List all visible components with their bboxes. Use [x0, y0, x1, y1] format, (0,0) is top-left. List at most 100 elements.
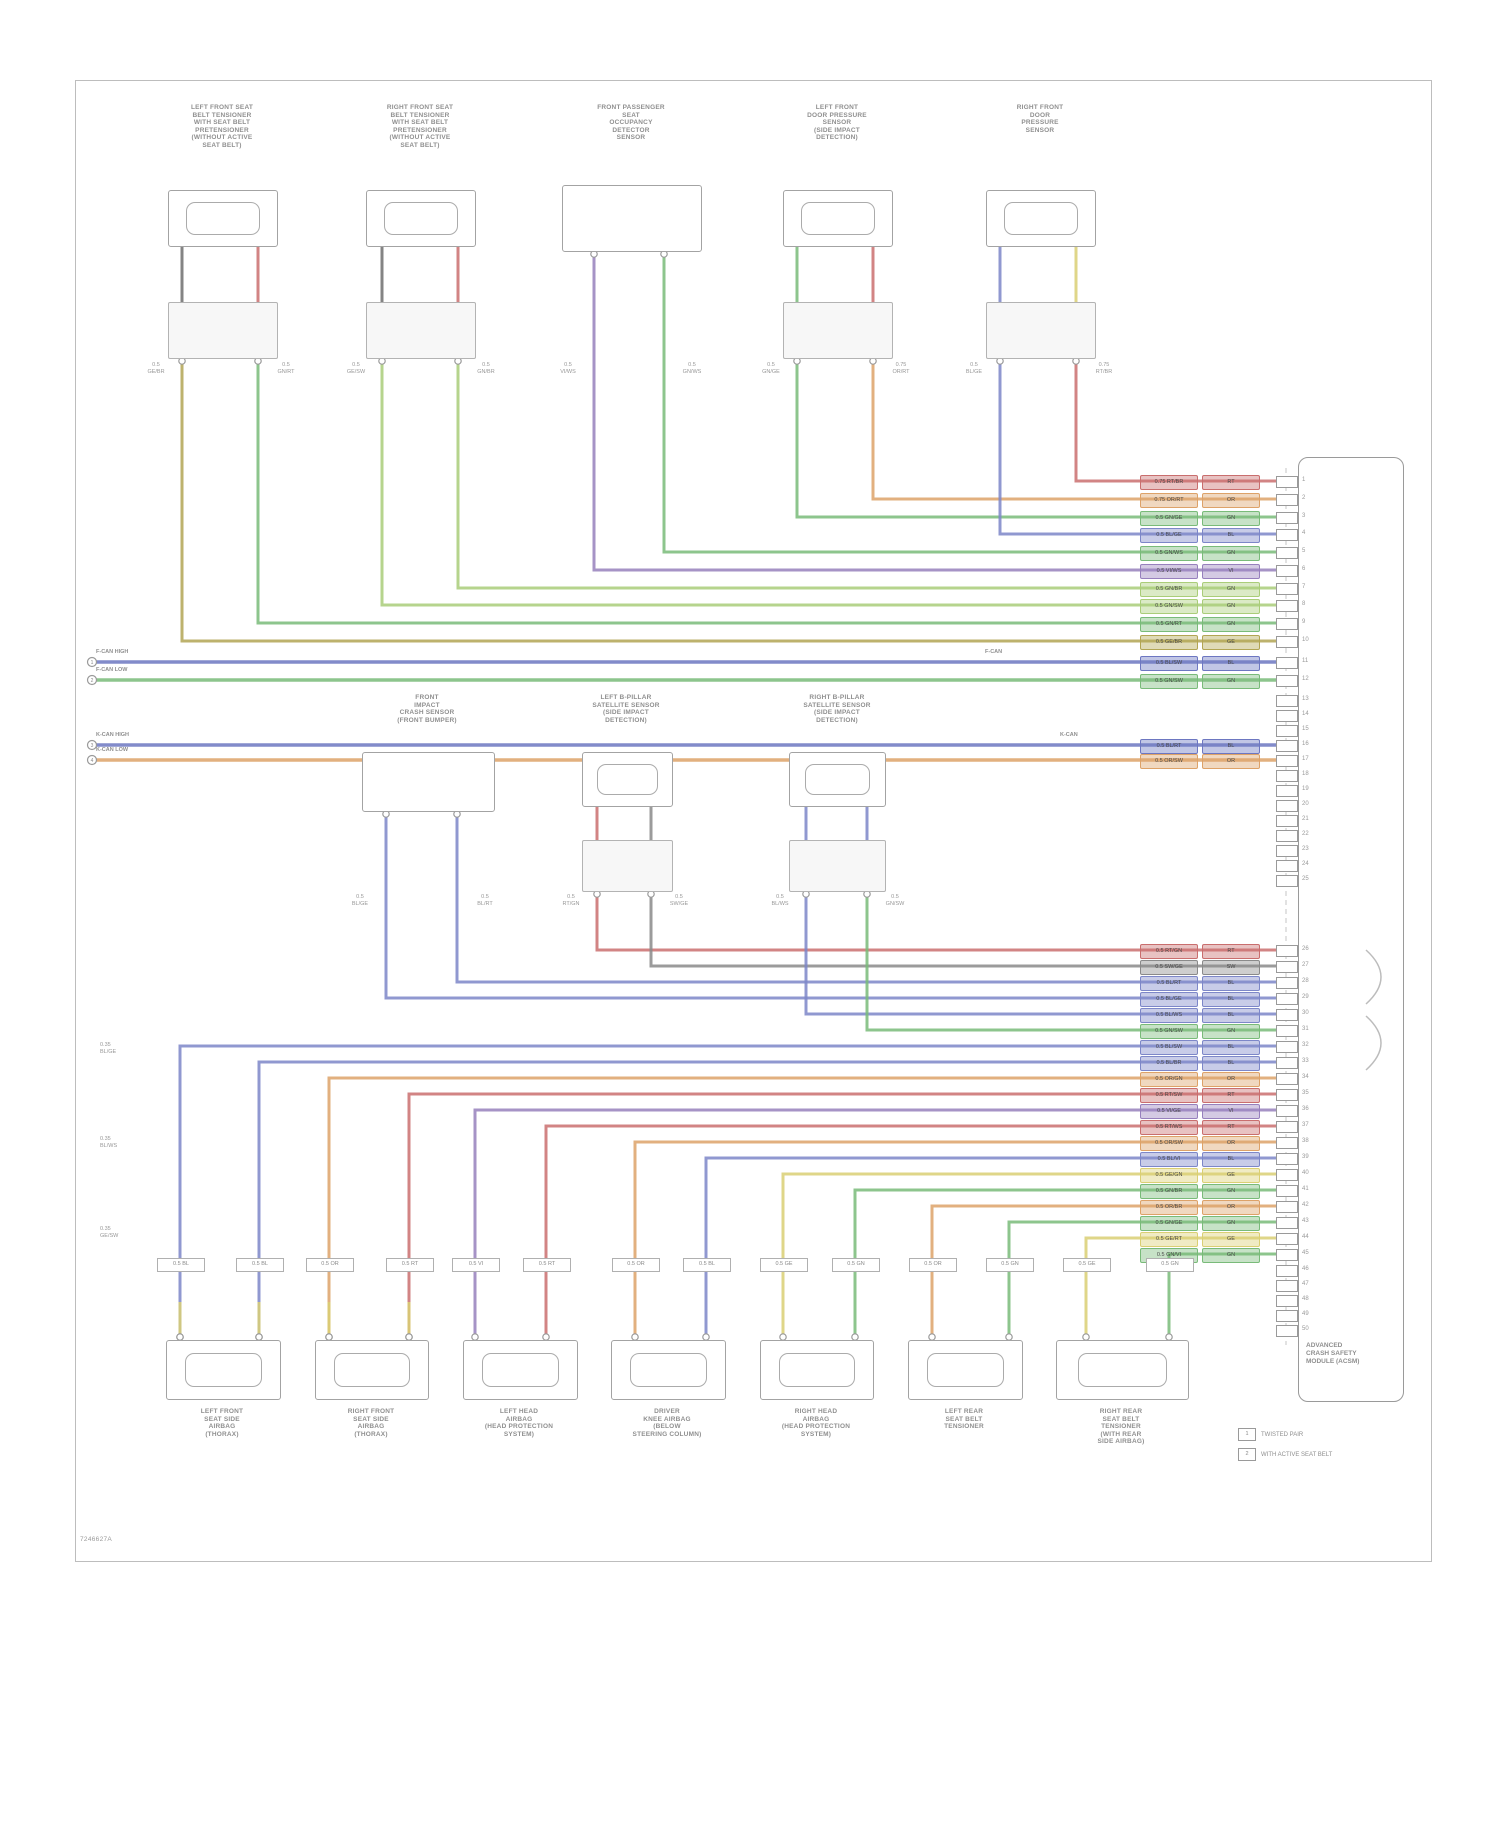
component-title: RIGHT HEAD AIRBAG (HEAD PROTECTION SYSTE…	[781, 1408, 851, 1438]
pin-number: 7	[1302, 584, 1306, 590]
wire-code-box: 0.5 GN/SW	[1140, 673, 1198, 689]
pin-number: 18	[1302, 771, 1309, 777]
component-box	[362, 752, 495, 812]
wire-code-box: OR	[1202, 753, 1260, 769]
wire-code-box: VI	[1202, 1103, 1260, 1119]
wire-code-box: GN	[1202, 1215, 1260, 1231]
wire-code-box: 0.75 OR/RT	[1140, 492, 1198, 508]
riser-wire-label: 0.5 GE	[760, 1258, 808, 1272]
component-title: DRIVER KNEE AIRBAG (BELOW STEERING COLUM…	[632, 1408, 702, 1438]
module-pin	[1276, 583, 1298, 595]
wire-code-box: 0.5 GN/RT	[1140, 616, 1198, 632]
wire-code-box: GN	[1202, 510, 1260, 526]
riser-wire-label: 0.5 BL	[683, 1258, 731, 1272]
wire-code-box: SW	[1202, 959, 1260, 975]
component-title: RIGHT FRONT DOOR PRESSURE SENSOR	[1016, 104, 1064, 134]
component-title: LEFT B-PILLAR SATELLITE SENSOR (SIDE IMP…	[592, 694, 660, 724]
wire	[649, 890, 1276, 968]
legend-symbol: 1	[1238, 1428, 1256, 1441]
diagram-frame	[75, 80, 1432, 1562]
pin-number: 44	[1302, 1234, 1309, 1240]
pin-number: 13	[1302, 696, 1309, 702]
wire-code-box: GN	[1202, 545, 1260, 561]
wire	[704, 1156, 1276, 1340]
wire-code-box: BL	[1202, 1039, 1260, 1055]
pin-number: 34	[1302, 1074, 1309, 1080]
pin-number: 38	[1302, 1138, 1309, 1144]
legend-label: WITH ACTIVE SEAT BELT	[1261, 1451, 1333, 1458]
wire-label: 0.5 BL/RT	[477, 894, 493, 907]
module-pin	[1276, 977, 1298, 989]
component-title: LEFT REAR SEAT BELT TENSIONER	[944, 1408, 984, 1430]
wire-label: 0.5 VI/WS	[560, 362, 576, 375]
component-box	[582, 752, 673, 807]
wire-label: 0.5 BL/GE	[351, 894, 369, 907]
wire-code-box: 0.5 GE/GN	[1140, 1167, 1198, 1183]
squib-symbol	[333, 1352, 411, 1388]
pin-number: 8	[1302, 601, 1306, 607]
component-box	[166, 1340, 281, 1400]
wire-code-box: 0.5 BL/RT	[1140, 738, 1198, 754]
wire-code-box: 0.5 BL/WS	[1140, 1007, 1198, 1023]
wire	[1074, 357, 1276, 483]
wire-code-box: 0.5 BL/SW	[1140, 655, 1198, 671]
riser-wire-label: 0.5 OR	[612, 1258, 660, 1272]
wire-code-box: 0.5 BL/GE	[1140, 991, 1198, 1007]
module-pin	[1276, 755, 1298, 767]
component-title: RIGHT B-PILLAR SATELLITE SENSOR (SIDE IM…	[803, 694, 871, 724]
module-pin	[1276, 636, 1298, 648]
module-pin	[1276, 740, 1298, 752]
component-title: RIGHT FRONT SEAT BELT TENSIONER WITH SEA…	[386, 104, 454, 149]
wire-code-box: RT	[1202, 943, 1260, 959]
pin-number: 39	[1302, 1154, 1309, 1160]
pin-number: 1	[1302, 477, 1306, 483]
offpage-connector-number: 2	[91, 678, 94, 684]
wire-code-box: 0.5 VI/GE	[1140, 1103, 1198, 1119]
module-pin	[1276, 494, 1298, 506]
wire-label: 0.5 BL/WS	[771, 894, 789, 907]
pin-number: 33	[1302, 1058, 1309, 1064]
wire-code-box: 0.5 BL/GE	[1140, 527, 1198, 543]
component-title: FRONT IMPACT CRASH SENSOR (FRONT BUMPER)	[397, 694, 457, 724]
margin-wire-label: 0.35 BL/WS	[100, 1136, 118, 1149]
module-pin	[1276, 1073, 1298, 1085]
module-pin	[1276, 785, 1298, 797]
pin-number: 21	[1302, 816, 1309, 822]
module-pin	[1276, 657, 1298, 669]
bus-label: K-CAN HIGH	[96, 732, 129, 738]
module-pin	[1276, 945, 1298, 957]
wire-code-box: 0.5 GN/GE	[1140, 1215, 1198, 1231]
riser-wire-label: 0.5 OR	[909, 1258, 957, 1272]
module-pin	[1276, 1233, 1298, 1245]
wire-code-box: RT	[1202, 1119, 1260, 1135]
page-code: 7246627A	[80, 1536, 113, 1543]
wire	[327, 1076, 1276, 1340]
wire-code-box: 0.5 SW/GE	[1140, 959, 1198, 975]
wire-code-box: 0.5 GE/RT	[1140, 1231, 1198, 1247]
module-pin	[1276, 710, 1298, 722]
wire-label: 0.75 RT/BR	[1095, 362, 1113, 375]
wire-label: 0.5 BL/GE	[965, 362, 983, 375]
squib-symbol	[185, 1352, 262, 1388]
wire-code-box: GE	[1202, 1167, 1260, 1183]
wire-code-box: 0.5 RT/GN	[1140, 943, 1198, 959]
riser-wire-label: 0.5 BL	[236, 1258, 284, 1272]
wire-label: 0.5 GN/RT	[277, 362, 295, 375]
riser-wire-label: 0.5 BL	[157, 1258, 205, 1272]
module-pin	[1276, 565, 1298, 577]
module-pin	[1276, 1105, 1298, 1117]
module-pin	[1276, 1295, 1298, 1307]
module-pin	[1276, 618, 1298, 630]
wire	[795, 357, 1276, 519]
pin-number: 14	[1302, 711, 1309, 717]
wire-code-box: GN	[1202, 1183, 1260, 1199]
component-title: LEFT FRONT DOOR PRESSURE SENSOR (SIDE IM…	[807, 104, 867, 141]
squib-symbol	[482, 1352, 559, 1388]
wire-code-box: 0.5 GN/GE	[1140, 510, 1198, 526]
control-module-box	[1298, 457, 1404, 1402]
pin-number: 40	[1302, 1170, 1309, 1176]
wire	[380, 357, 1276, 607]
wire-code-box: GN	[1202, 1023, 1260, 1039]
wire	[595, 890, 1276, 952]
